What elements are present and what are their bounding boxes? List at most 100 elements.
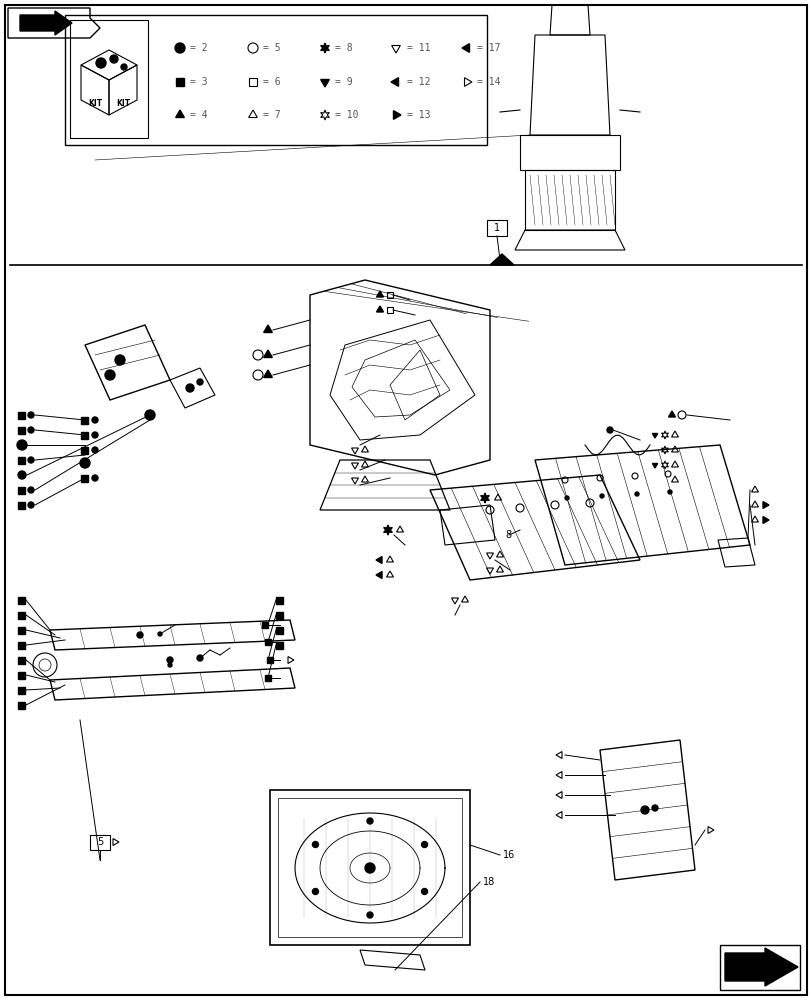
Bar xyxy=(81,475,88,482)
Circle shape xyxy=(421,841,427,847)
Text: KIT: KIT xyxy=(116,99,130,108)
Circle shape xyxy=(607,427,612,433)
Bar xyxy=(19,487,25,493)
Circle shape xyxy=(109,55,118,63)
Bar xyxy=(270,790,470,945)
Text: = 3: = 3 xyxy=(190,77,208,87)
Circle shape xyxy=(365,863,375,873)
Polygon shape xyxy=(480,493,489,503)
Polygon shape xyxy=(264,370,272,377)
Text: = 14: = 14 xyxy=(476,77,500,87)
Circle shape xyxy=(640,806,648,814)
Text: 8: 8 xyxy=(504,530,510,540)
Bar xyxy=(19,626,25,634)
Bar xyxy=(719,945,799,990)
Bar xyxy=(264,675,271,681)
Bar xyxy=(249,78,257,86)
Circle shape xyxy=(80,458,90,468)
Bar xyxy=(19,611,25,618)
Circle shape xyxy=(186,384,194,392)
Polygon shape xyxy=(376,306,383,312)
Polygon shape xyxy=(762,517,768,523)
Bar xyxy=(81,446,88,454)
Circle shape xyxy=(28,427,34,433)
Polygon shape xyxy=(391,78,398,86)
Polygon shape xyxy=(383,525,392,535)
Polygon shape xyxy=(762,502,768,508)
Bar xyxy=(70,20,148,138)
Circle shape xyxy=(651,805,657,811)
Circle shape xyxy=(599,494,603,498)
Bar xyxy=(387,292,393,298)
Circle shape xyxy=(197,379,203,385)
Text: = 13: = 13 xyxy=(406,110,430,120)
Circle shape xyxy=(105,370,115,380)
Bar xyxy=(19,702,25,708)
Bar xyxy=(81,432,88,438)
Circle shape xyxy=(17,440,27,450)
Circle shape xyxy=(168,663,172,667)
Circle shape xyxy=(28,487,34,493)
Circle shape xyxy=(28,412,34,418)
Polygon shape xyxy=(20,11,72,35)
Bar xyxy=(264,639,271,645)
Circle shape xyxy=(367,818,372,824)
Text: = 17: = 17 xyxy=(476,43,500,53)
Bar xyxy=(19,642,25,648)
Polygon shape xyxy=(375,557,381,563)
Polygon shape xyxy=(320,43,329,53)
Circle shape xyxy=(92,447,98,453)
Circle shape xyxy=(92,417,98,423)
Bar xyxy=(277,611,283,618)
Circle shape xyxy=(197,655,203,661)
Circle shape xyxy=(96,58,106,68)
Circle shape xyxy=(175,43,185,53)
Bar xyxy=(277,798,461,937)
Circle shape xyxy=(312,841,318,847)
Circle shape xyxy=(667,490,672,494)
Circle shape xyxy=(28,502,34,508)
Text: = 2: = 2 xyxy=(190,43,208,53)
Circle shape xyxy=(312,888,318,894)
Text: 1: 1 xyxy=(493,223,500,233)
Bar xyxy=(19,596,25,603)
Polygon shape xyxy=(264,325,272,332)
Bar xyxy=(19,686,25,694)
Text: = 9: = 9 xyxy=(335,77,352,87)
Circle shape xyxy=(421,888,427,894)
Text: 5: 5 xyxy=(97,837,103,847)
Bar xyxy=(65,15,487,145)
Polygon shape xyxy=(489,254,513,265)
Polygon shape xyxy=(264,350,272,358)
Bar xyxy=(19,456,25,464)
Text: = 7: = 7 xyxy=(263,110,281,120)
Text: = 11: = 11 xyxy=(406,43,430,53)
Bar xyxy=(277,626,283,634)
Polygon shape xyxy=(651,464,657,468)
Bar xyxy=(19,656,25,664)
Text: = 5: = 5 xyxy=(263,43,281,53)
Circle shape xyxy=(634,492,638,496)
Polygon shape xyxy=(175,110,184,118)
Bar xyxy=(267,657,272,663)
Text: = 6: = 6 xyxy=(263,77,281,87)
Circle shape xyxy=(115,355,125,365)
Bar xyxy=(387,307,393,313)
Circle shape xyxy=(121,64,127,70)
Text: = 4: = 4 xyxy=(190,110,208,120)
Circle shape xyxy=(92,475,98,481)
Circle shape xyxy=(145,410,155,420)
Polygon shape xyxy=(651,434,657,438)
Polygon shape xyxy=(461,44,469,52)
Bar xyxy=(19,672,25,678)
Polygon shape xyxy=(375,572,381,578)
Bar xyxy=(277,642,283,648)
Polygon shape xyxy=(393,111,401,119)
Text: = 10: = 10 xyxy=(335,110,358,120)
Polygon shape xyxy=(724,948,797,986)
Bar xyxy=(19,502,25,508)
Circle shape xyxy=(167,657,173,663)
Text: 18: 18 xyxy=(483,877,495,887)
Circle shape xyxy=(564,496,569,500)
Circle shape xyxy=(18,471,26,479)
